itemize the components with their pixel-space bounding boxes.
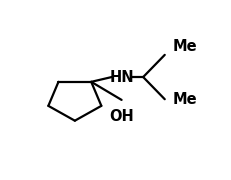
Text: Me: Me — [172, 39, 197, 54]
Text: HN: HN — [109, 69, 133, 85]
Text: OH: OH — [109, 109, 133, 124]
Text: Me: Me — [172, 92, 197, 107]
